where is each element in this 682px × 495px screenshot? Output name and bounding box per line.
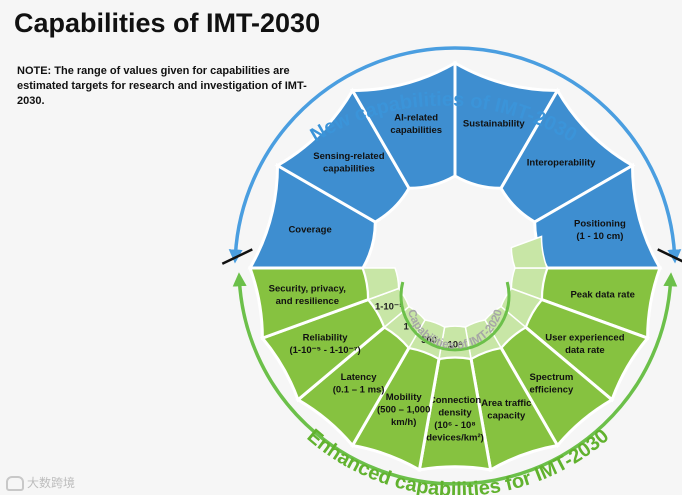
enhanced-capability-connection-density-label-line: density — [438, 407, 472, 418]
new-capability-sensing-label-line: Sensing-related — [313, 151, 384, 162]
enhanced-capability-latency-label-line: Latency — [341, 372, 378, 383]
imt2020-inner-arc — [399, 281, 511, 352]
new-capability-positioning-label-line: (1 - 10 cm) — [576, 231, 623, 242]
new-capability-sustainability-label-line: Sustainability — [463, 119, 525, 130]
enhanced-capability-area-traffic-capacity-label-line: capacity — [487, 411, 526, 422]
enhanced-capability-connection-density-label-line: devices/km²) — [426, 432, 484, 443]
new-capability-ai-label-line: AI-related — [394, 112, 438, 123]
imt2020-ring: 10⁶ 500 1 1-10⁻⁵ — [361, 235, 549, 360]
watermark-text: 大数跨境 — [27, 476, 76, 490]
enhanced-capability-connection-density-label-line: Connection — [429, 395, 481, 406]
enhanced-capability-spectrum-efficiency-label-line: Spectrum — [529, 372, 573, 383]
page-title: Capabilities of IMT-2030 — [14, 8, 321, 38]
imt2020-segment-left-ext — [361, 267, 400, 301]
enhanced-capability-user-experienced-data-rate-label-line: data rate — [565, 345, 605, 356]
new-capability-ai-label-line: capabilities — [390, 125, 442, 136]
enhanced-capability-reliability-label-line: (1-10⁻⁵ - 1-10⁻⁷) — [289, 345, 360, 356]
imt2020-value-latency: 1 — [403, 322, 409, 333]
enhanced-capability-latency-label-line: (0.1 – 1 ms) — [333, 385, 385, 396]
capability-segments: Coverage Sensing-related capabilities AI-re… — [247, 60, 663, 473]
enhanced-capability-user-experienced-data-rate-label-line: User experienced — [545, 332, 624, 343]
new-capabilities-arrow — [228, 46, 682, 264]
enhanced-capability-peak-data-rate-label-line: Peak data rate — [570, 290, 634, 301]
watermark: 大数跨境 — [6, 474, 75, 491]
new-capability-coverage-label-line: Coverage — [288, 225, 331, 236]
separator-right — [657, 248, 682, 263]
enhanced-capability-mobility-label-line: Mobility — [386, 392, 423, 403]
imt2020-value-reliability: 1-10⁻⁵ — [375, 302, 404, 313]
enhanced-capability-security-label-line: and resilience — [276, 296, 339, 307]
imt2020-value-mobility: 500 — [421, 335, 437, 346]
enhanced-capability-area-traffic-capacity-label-line: Area traffic — [481, 398, 531, 409]
enhanced-capability-reliability-label-line: Reliability — [303, 332, 349, 343]
enhanced-capability-spectrum-efficiency-label-line: efficiency — [529, 385, 574, 396]
imt2020-segment-right-ext — [510, 235, 549, 269]
outer-arrows — [221, 46, 682, 486]
enhanced-capabilities-arrow — [232, 272, 678, 486]
new-capability-interoperability-label-line: Interoperability — [527, 157, 596, 168]
new-capability-sensing-label-line: capabilities — [323, 164, 375, 175]
separator-left — [221, 248, 253, 265]
enhanced-capability-connection-density-label-line: (10⁶ - 10⁸ — [434, 420, 476, 431]
watermark-icon — [6, 476, 24, 491]
note-text: NOTE: The range of values given for capa… — [17, 65, 307, 107]
enhanced-capability-mobility-label-line: km/h) — [391, 417, 416, 428]
enhanced-capability-security-label-line: Security, privacy, — [269, 283, 346, 294]
new-capability-positioning-label-line: Positioning — [574, 218, 626, 229]
imt2020-value-connection-density: 10⁶ — [448, 340, 463, 351]
enhanced-capability-mobility-label-line: (500 – 1,000 — [377, 405, 430, 416]
